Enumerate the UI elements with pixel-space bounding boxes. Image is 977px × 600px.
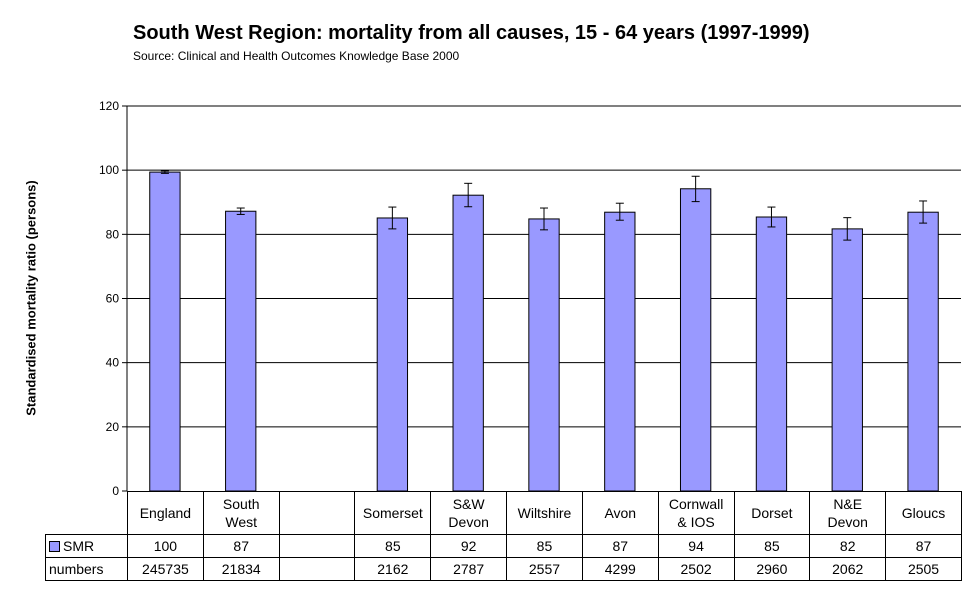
row-label: numbers: [45, 557, 128, 581]
table-cell: 87: [581, 534, 659, 558]
bar: [679, 188, 712, 492]
table-cell: 21834: [202, 557, 280, 581]
table-cell: 4299: [581, 557, 659, 581]
category-label: N&E Devon: [809, 491, 887, 535]
bar: [225, 210, 257, 492]
table-cell: 2505: [885, 557, 962, 581]
category-label: Somerset: [354, 491, 432, 535]
y-tick-label: 20: [106, 420, 120, 434]
legend-key: [49, 541, 60, 552]
category-label: [278, 491, 356, 535]
y-tick-label: 120: [99, 99, 119, 113]
table-corner: [45, 491, 128, 535]
table-cell: 82: [809, 534, 887, 558]
bar: [907, 211, 939, 492]
y-tick-label: 0: [112, 484, 119, 498]
y-tick-label: 100: [99, 163, 119, 177]
bar: [755, 216, 788, 492]
category-label: S&W Devon: [430, 491, 508, 535]
table-cell: 2502: [657, 557, 735, 581]
table-cell: 245735: [127, 557, 204, 581]
bar: [376, 217, 409, 492]
table-cell: 2960: [733, 557, 811, 581]
y-tick-label: 60: [106, 292, 120, 306]
bar: [528, 218, 560, 492]
category-label: Wiltshire: [506, 491, 583, 535]
chart-subtitle: Source: Clinical and Health Outcomes Kno…: [133, 49, 460, 63]
table-cell: 94: [657, 534, 735, 558]
category-label: Avon: [581, 491, 659, 535]
table-cell: [278, 534, 356, 558]
category-label: England: [127, 491, 204, 535]
table-cell: 87: [202, 534, 280, 558]
bar: [149, 171, 181, 492]
table-cell: [278, 557, 356, 581]
table-cell: 92: [430, 534, 508, 558]
numbers-row: numbers 245735 21834 2162 2787 2557 4299 2502 29…: [45, 557, 962, 581]
table-cell: 2557: [506, 557, 583, 581]
y-tick-label: 80: [106, 227, 120, 241]
table-cell: 2062: [809, 557, 887, 581]
category-label: Dorset: [733, 491, 811, 535]
bar: [604, 211, 636, 492]
table-cell: 85: [354, 534, 432, 558]
chart-title: South West Region: mortality from all ca…: [133, 22, 810, 44]
category-row: England South West Somerset S&W Devon Wiltshir…: [45, 491, 962, 535]
table-cell: 100: [127, 534, 204, 558]
table-cell: 85: [506, 534, 583, 558]
bar: [831, 228, 863, 492]
table-cell: 2787: [430, 557, 508, 581]
y-tick-label: 40: [106, 356, 120, 370]
table-cell: 87: [885, 534, 962, 558]
category-label: Cornwall & IOS: [657, 491, 735, 535]
smr-row: SMR 100 87 85 92 85 87 94 85 82 87: [45, 534, 962, 558]
data-table: England South West Somerset S&W Devon Wiltshir…: [45, 491, 962, 581]
table-cell: 85: [733, 534, 811, 558]
category-label: Gloucs: [885, 491, 962, 535]
row-label: SMR: [45, 534, 128, 558]
bar: [452, 194, 484, 492]
table-cell: 2162: [354, 557, 432, 581]
category-label: South West: [202, 491, 280, 535]
